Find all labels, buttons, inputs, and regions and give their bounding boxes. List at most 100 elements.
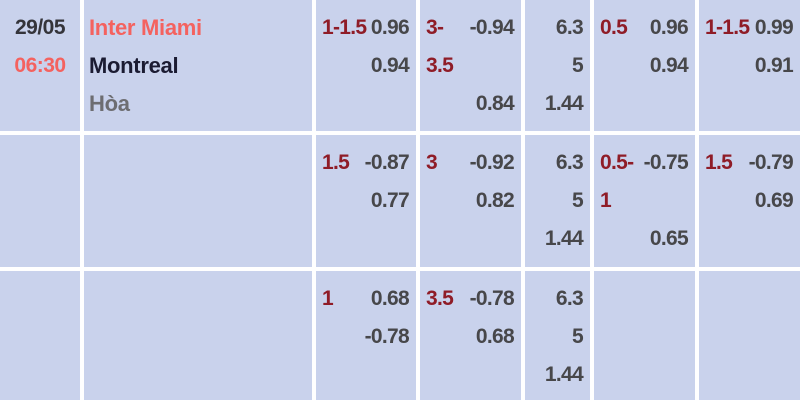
odds-value: -0.87 xyxy=(364,151,410,174)
team-away-name xyxy=(89,318,312,356)
odds-value: 0.84 xyxy=(475,92,515,115)
odds-line[interactable]: 1.44 xyxy=(531,85,584,123)
odds-cell: 0.5- -0.75 1 0.65 xyxy=(594,135,695,267)
odds-handicap-label: 3.5 xyxy=(426,287,454,310)
odds-value: -0.94 xyxy=(469,16,515,39)
odds-line[interactable]: 6.3 xyxy=(531,144,584,182)
odds-line xyxy=(705,280,793,318)
odds-cell: 6.3 5 1.44 xyxy=(525,135,590,267)
match-time xyxy=(0,318,80,356)
odds-line xyxy=(705,85,793,123)
odds-cell: 1.5 -0.87 0.77 xyxy=(316,135,416,267)
draw-label xyxy=(89,356,312,394)
odds-handicap-label: 1.5 xyxy=(322,151,350,174)
odds-line xyxy=(426,220,514,258)
odds-value: -0.75 xyxy=(643,151,689,174)
odds-line xyxy=(600,85,688,123)
odds-line[interactable]: 0.91 xyxy=(705,47,794,85)
team-away-name[interactable]: Montreal xyxy=(89,53,179,78)
match-time xyxy=(0,182,80,220)
odds-line[interactable]: 0.65 xyxy=(600,220,689,258)
teams-cell xyxy=(84,135,312,267)
odds-line[interactable]: 3 -0.92 xyxy=(426,144,515,182)
odds-value: 6.3 xyxy=(555,287,584,310)
odds-line xyxy=(322,356,409,394)
odds-line[interactable]: 3- -0.94 xyxy=(426,9,515,47)
odds-line[interactable]: -0.78 xyxy=(322,318,410,356)
odds-cell: 3.5 -0.78 0.68 xyxy=(420,271,521,400)
odds-value: 0.65 xyxy=(649,227,689,250)
date-cell xyxy=(0,135,80,267)
odds-cell xyxy=(699,271,800,400)
draw-label xyxy=(89,220,312,258)
odds-handicap-label: 1 xyxy=(322,287,334,310)
date-cell: 29/05 06:30 xyxy=(0,0,80,131)
teams-cell xyxy=(84,271,312,400)
odds-line[interactable]: 1-1.5 0.96 xyxy=(322,9,410,47)
team-home-name xyxy=(89,280,312,318)
odds-cell: 6.3 5 1.44 xyxy=(525,271,590,400)
odds-value: 1.44 xyxy=(544,92,584,115)
odds-line[interactable]: 1 0.68 xyxy=(322,280,410,318)
odds-handicap-label: 1-1.5 xyxy=(322,16,367,39)
team-away-name xyxy=(89,182,312,220)
odds-cell xyxy=(594,271,695,400)
draw-label[interactable]: Hòa xyxy=(89,91,130,116)
odds-value: 5 xyxy=(572,325,584,348)
odds-line[interactable]: 6.3 xyxy=(531,280,584,318)
odds-line[interactable]: 0.5- -0.75 xyxy=(600,144,689,182)
odds-cell: 0.5 0.96 0.94 xyxy=(594,0,695,131)
odds-line[interactable]: 0.82 xyxy=(426,182,515,220)
odds-line[interactable]: 0.84 xyxy=(426,85,515,123)
odds-cell: 1.5 -0.79 0.69 xyxy=(699,135,800,267)
odds-line[interactable]: 3.5 -0.78 xyxy=(426,280,515,318)
odds-value: 0.82 xyxy=(475,189,515,212)
odds-cell: 1-1.5 0.96 0.94 xyxy=(316,0,416,131)
odds-line[interactable]: 0.69 xyxy=(705,182,794,220)
match-date xyxy=(0,144,80,182)
odds-line[interactable]: 5 xyxy=(531,318,584,356)
odds-line[interactable]: 1-1.5 0.99 xyxy=(705,9,794,47)
odds-value: 0.94 xyxy=(370,54,410,77)
odds-line[interactable]: 1.44 xyxy=(531,356,584,394)
odds-value: 0.94 xyxy=(649,54,689,77)
match-date: 29/05 xyxy=(14,16,66,39)
odds-handicap-label: 3 xyxy=(426,151,438,174)
teams-cell[interactable]: Inter Miami Montreal Hòa xyxy=(84,0,312,131)
odds-line[interactable]: 1 xyxy=(600,182,688,220)
odds-value: -0.92 xyxy=(469,151,515,174)
odds-line[interactable]: 0.77 xyxy=(322,182,410,220)
odds-line xyxy=(322,85,409,123)
odds-value: 6.3 xyxy=(555,16,584,39)
odds-handicap-label: 3.5 xyxy=(426,54,454,77)
odds-value: 0.68 xyxy=(370,287,410,310)
odds-value: 0.96 xyxy=(649,16,689,39)
odds-line[interactable]: 3.5 xyxy=(426,47,514,85)
odds-value: 0.68 xyxy=(475,325,515,348)
odds-line[interactable]: 0.94 xyxy=(322,47,410,85)
odds-line xyxy=(426,356,514,394)
odds-value: 0.99 xyxy=(754,16,794,39)
odds-line[interactable]: 6.3 xyxy=(531,9,584,47)
odds-handicap-label: 3- xyxy=(426,16,444,39)
odds-value: -0.78 xyxy=(364,325,410,348)
odds-value: 0.77 xyxy=(370,189,410,212)
odds-value: 0.69 xyxy=(754,189,794,212)
odds-line[interactable]: 1.5 -0.79 xyxy=(705,144,794,182)
odds-handicap-label: 1 xyxy=(600,189,612,212)
odds-line[interactable]: 0.94 xyxy=(600,47,689,85)
odds-line[interactable]: 1.5 -0.87 xyxy=(322,144,410,182)
odds-line[interactable]: 1.44 xyxy=(531,220,584,258)
team-home-name[interactable]: Inter Miami xyxy=(89,15,202,40)
odds-value: -0.78 xyxy=(469,287,515,310)
odds-value: 1.44 xyxy=(544,227,584,250)
match-date xyxy=(0,280,80,318)
odds-line[interactable]: 5 xyxy=(531,47,584,85)
odds-line[interactable]: 5 xyxy=(531,182,584,220)
team-home-name xyxy=(89,144,312,182)
odds-line xyxy=(600,356,688,394)
odds-line[interactable]: 0.5 0.96 xyxy=(600,9,689,47)
odds-line[interactable]: 0.68 xyxy=(426,318,515,356)
odds-value: 5 xyxy=(572,189,584,212)
